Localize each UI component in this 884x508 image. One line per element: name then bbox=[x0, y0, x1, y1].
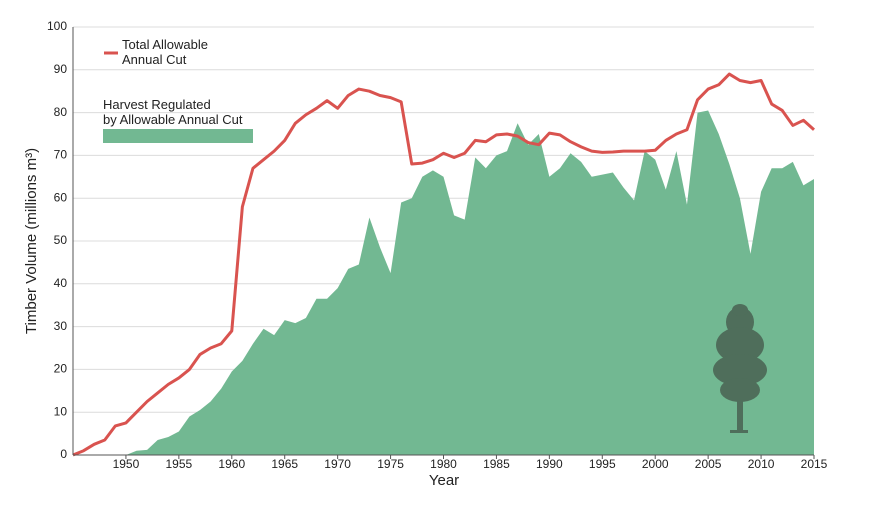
line bbox=[72, 72, 815, 457]
x-tick-label: 2015 bbox=[801, 457, 828, 471]
y-tick-label: 20 bbox=[54, 362, 68, 376]
legend-swatch bbox=[103, 129, 253, 143]
x-tick-label: 1990 bbox=[536, 457, 563, 471]
x-tick-label: 1985 bbox=[483, 457, 510, 471]
x-tick-label: 1975 bbox=[377, 457, 404, 471]
legend-label: Total Allowable Annual Cut bbox=[122, 37, 208, 67]
y-tick-label: 90 bbox=[54, 62, 68, 76]
y-tick-label: 30 bbox=[54, 319, 68, 333]
y-tick-label: 60 bbox=[54, 190, 68, 204]
y-tick-label: 10 bbox=[54, 404, 68, 418]
y-axis-title: Timber Volume (millions m³) bbox=[23, 148, 40, 334]
x-tick-label: 1960 bbox=[218, 457, 245, 471]
y-tick-label: 70 bbox=[54, 148, 68, 162]
x-tick-label: 1950 bbox=[113, 457, 140, 471]
tree-icon bbox=[713, 304, 767, 433]
x-tick-label: 2000 bbox=[642, 457, 669, 471]
x-tick-label: 1970 bbox=[324, 457, 351, 471]
y-tick-label: 40 bbox=[54, 276, 68, 290]
x-tick-label: 1995 bbox=[589, 457, 616, 471]
marks bbox=[72, 72, 815, 457]
y-tick-label: 100 bbox=[47, 19, 67, 33]
y-tick-label: 0 bbox=[60, 447, 67, 461]
y-tick-label: 80 bbox=[54, 105, 68, 119]
legend: Harvest Regulated by Allowable Annual Cut… bbox=[103, 37, 253, 143]
x-tick-label: 1965 bbox=[271, 457, 298, 471]
x-tick-label: 2005 bbox=[695, 457, 722, 471]
x-tick-label: 1955 bbox=[166, 457, 193, 471]
x-axis-title: Year bbox=[429, 472, 459, 489]
x-tick-label: 1980 bbox=[430, 457, 457, 471]
x-tick-label: 2010 bbox=[748, 457, 775, 471]
area bbox=[125, 110, 814, 456]
legend-label: Harvest Regulated by Allowable Annual Cut bbox=[103, 97, 243, 127]
y-tick-label: 50 bbox=[54, 233, 68, 247]
